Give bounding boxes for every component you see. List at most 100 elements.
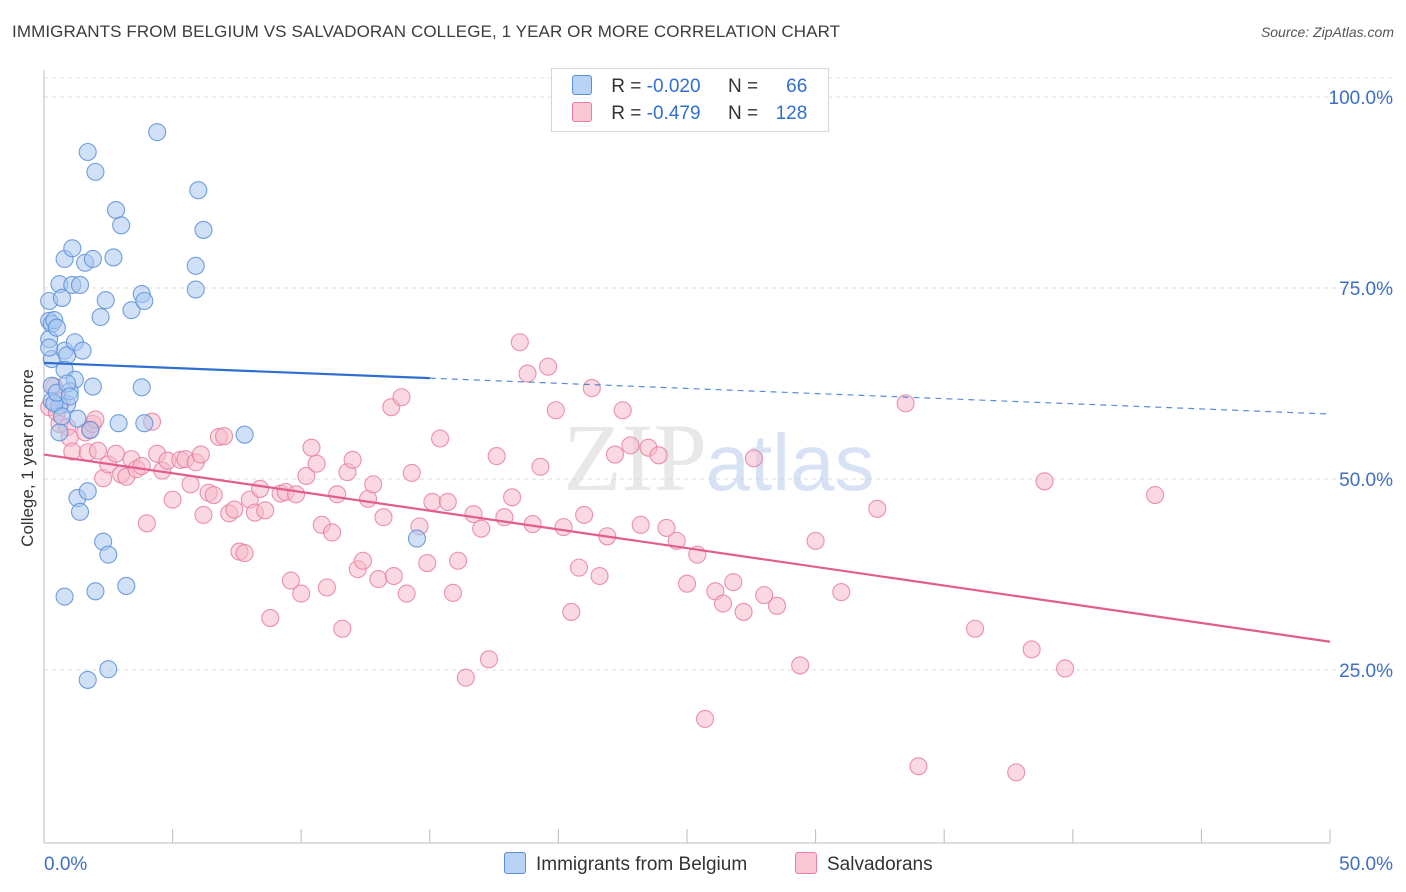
data-point: [407, 529, 426, 548]
data-point: [317, 578, 336, 597]
data-point: [605, 445, 625, 464]
y-tick-label: 50.0%: [1339, 470, 1393, 491]
data-point: [78, 142, 97, 162]
data-point: [582, 379, 601, 398]
data-point: [104, 248, 123, 267]
data-point: [343, 450, 362, 469]
data-point: [755, 586, 774, 605]
data-point: [328, 485, 347, 504]
data-point: [724, 573, 743, 592]
data-point: [431, 429, 450, 448]
chart-title: IMMIGRANTS FROM BELGIUM VS SALVADORAN CO…: [12, 22, 841, 41]
data-point: [333, 619, 352, 638]
data-point: [510, 333, 529, 352]
y-tick-label: 25.0%: [1339, 661, 1393, 682]
data-point: [806, 531, 825, 550]
data-point: [117, 576, 136, 596]
data-point: [369, 570, 388, 589]
data-point: [106, 444, 126, 463]
data-point: [52, 288, 72, 307]
data-point: [909, 757, 928, 776]
data-point: [88, 441, 108, 460]
data-point: [443, 583, 462, 602]
data-point: [132, 456, 151, 476]
data-point: [456, 668, 475, 687]
data-point: [186, 280, 205, 299]
data-point: [539, 357, 558, 376]
data-point: [791, 656, 810, 675]
data-point: [472, 519, 491, 538]
data-point: [966, 619, 985, 638]
data-point: [137, 514, 156, 533]
data-point: [1035, 472, 1054, 491]
data-point: [287, 485, 306, 504]
data-point: [307, 454, 326, 473]
legend-r-label: R =: [611, 76, 647, 97]
data-point: [70, 275, 90, 294]
legend-swatch-pink: [572, 102, 592, 122]
y-tick-label: 75.0%: [1339, 279, 1393, 300]
data-point: [649, 446, 668, 465]
belgium-points: [40, 123, 426, 689]
data-point: [546, 401, 565, 420]
data-point: [50, 423, 69, 442]
source-label: Source: ZipAtlas.com: [1260, 24, 1394, 40]
data-point: [868, 499, 887, 518]
axes: [43, 70, 1331, 844]
data-point: [1056, 659, 1075, 678]
trendline-belgium: [43, 361, 430, 380]
legend-n-value: 66: [786, 76, 808, 97]
data-point: [109, 414, 128, 433]
data-point: [112, 216, 131, 235]
data-point: [562, 602, 581, 621]
data-point: [402, 463, 421, 482]
data-point: [613, 401, 632, 420]
data-point: [81, 421, 100, 440]
data-point: [397, 584, 416, 603]
data-point: [55, 587, 74, 606]
watermark: ZIP atlas: [563, 404, 874, 511]
data-point: [832, 583, 851, 602]
legend-row-salvadorans: R = -0.479 N = 128: [572, 102, 807, 126]
data-point: [1146, 485, 1165, 505]
data-point: [292, 584, 311, 603]
data-point: [590, 566, 609, 586]
data-point: [1022, 640, 1041, 659]
legend-r-value: -0.020: [646, 76, 701, 97]
data-point: [52, 407, 72, 426]
trendline-belgium-extension: [429, 377, 1331, 415]
data-point: [569, 558, 589, 577]
data-point: [657, 518, 676, 537]
data-point: [186, 256, 205, 275]
legend-swatch-blue: [572, 75, 592, 95]
data-point: [181, 475, 200, 494]
data-point: [47, 318, 66, 337]
data-point: [96, 291, 115, 310]
data-point: [214, 427, 234, 446]
data-point: [73, 341, 92, 360]
data-point: [86, 582, 105, 601]
data-point: [767, 596, 787, 615]
data-point: [106, 201, 126, 220]
bottom-legend-belgium: Immigrants from Belgium: [504, 852, 747, 876]
data-point: [204, 485, 223, 505]
data-point: [423, 492, 442, 511]
data-point: [256, 501, 275, 520]
legend-row-belgium: R = -0.020 N = 66: [572, 75, 807, 99]
data-point: [83, 249, 102, 269]
bottom-legend-salvadorans: Salvadorans: [795, 852, 933, 876]
data-point: [189, 181, 208, 200]
legend-r-value: -0.479: [646, 103, 701, 124]
data-point: [194, 505, 213, 524]
trendlines: [43, 361, 1331, 643]
data-point: [531, 457, 550, 476]
data-point: [554, 518, 573, 537]
data-point: [695, 709, 715, 728]
gridlines: [44, 77, 1392, 671]
data-point: [713, 594, 733, 613]
data-point: [40, 338, 59, 357]
data-point: [384, 566, 403, 586]
legend-r-label: R =: [611, 103, 647, 124]
data-point: [250, 479, 270, 498]
